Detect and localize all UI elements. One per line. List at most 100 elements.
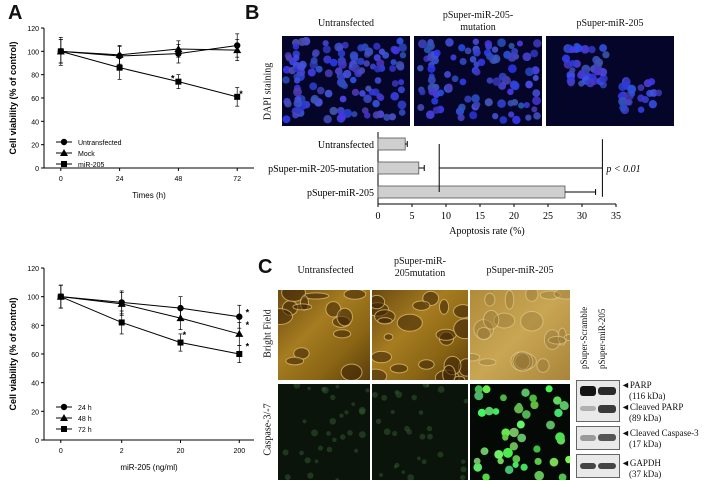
caspase-spot [473,462,483,472]
caspase-spot [502,434,509,441]
nucleus [391,46,400,55]
nucleus [309,82,318,91]
caspase-spot [326,446,333,453]
caspase-spot [522,410,531,419]
nucleus [364,47,374,56]
cell [418,359,435,370]
nucleus [307,68,316,77]
nucleus [533,112,541,120]
dapi-image-mutation [414,36,542,126]
nucleus [351,63,360,73]
x-tick-label: 30 [577,211,587,222]
nucleus [518,102,525,109]
nucleus [533,39,542,48]
nucleus [363,60,370,67]
nucleus [284,100,292,108]
nucleus [363,94,372,104]
nucleus [417,104,425,111]
series-line-24-h [60,296,240,318]
nucleus [486,52,494,61]
x-tick-label: 2 [120,448,124,455]
caspase-spot [284,474,291,480]
dapi-cells-untransfected [282,36,407,124]
caspase-spot [339,413,344,418]
caspase-spot [529,394,537,403]
caspase-spot [546,420,555,430]
cell [336,307,353,327]
nucleus [647,78,656,86]
nucleus [507,64,517,74]
x-tick-label: 20 [177,448,185,455]
nucleus [472,48,481,57]
cell [476,327,491,341]
dapi-cells-mutation [417,38,542,125]
nucleus [397,100,407,110]
caspase-spot [332,437,337,443]
x-tick-label: 10 [441,211,451,222]
nucleus [472,38,480,46]
nucleus [329,58,338,67]
nucleus [310,57,318,65]
caspase-spot [299,450,304,456]
caspase-spot [500,394,507,402]
caspase-spot [509,442,519,451]
cell [478,358,497,367]
caspase-spot [437,386,445,393]
bar-0 [377,137,406,151]
nucleus [293,87,302,97]
nucleus [365,85,372,92]
caspase-spot [365,388,370,393]
series-line-mir-205 [60,50,238,98]
data-point [116,64,123,71]
data-point [118,319,125,326]
significance-star: * [246,342,250,352]
legend-label: Untransfected [78,140,122,147]
nucleus [512,115,521,125]
cell [504,290,515,310]
nucleus [469,111,478,120]
nucleus [282,115,291,124]
bf-image-untransfected [278,290,370,380]
caspase-spot [302,419,307,424]
nucleus [497,38,506,48]
caspase-spot [293,384,301,389]
legend-label: 48 h [78,416,92,423]
data-point [177,339,184,346]
cell [536,358,550,373]
nucleus [399,52,407,59]
cell [563,334,570,342]
nucleus [338,107,345,114]
y-tick-label: 20 [31,409,39,416]
band-parp-lane2 [598,387,616,395]
cell [333,329,352,339]
nucleus [378,48,386,55]
nucleus [373,42,381,50]
data-point [233,46,242,54]
cell [470,353,481,362]
caspase-spot [558,473,567,480]
nucleus [396,37,404,45]
nucleus [593,66,602,76]
nucleus [334,67,343,75]
y-tick-label: 100 [27,49,39,56]
x-tick-label: 0 [376,211,381,222]
nucleus [373,54,381,62]
nucleus [390,91,400,101]
cell [484,292,496,307]
dapi-cells-mir205 [561,42,663,115]
nucleus [427,64,436,73]
y-tick-label: 20 [31,143,39,150]
nucleus [358,67,366,75]
caspase-spot [404,425,410,432]
nucleus [359,90,366,97]
nucleus [445,38,454,47]
band-gapdh-lane2 [598,463,616,469]
nucleus [372,99,380,108]
nucleus [637,94,645,102]
nucleus [531,106,538,113]
caspase-spot [311,429,318,437]
nucleus [374,65,382,73]
bf-cells-mir205 [470,290,570,373]
x-tick-label: 24 [116,176,124,183]
legend-label: 24 h [78,405,92,412]
